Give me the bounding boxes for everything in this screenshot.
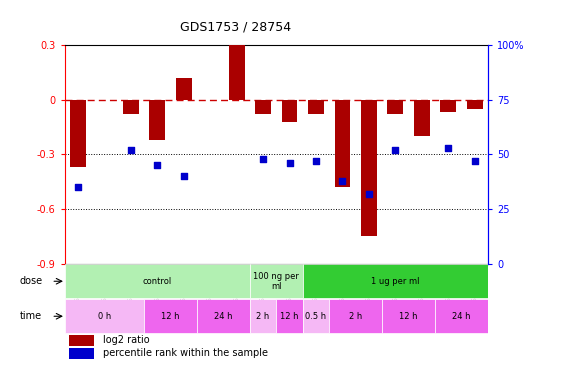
Point: [73, 184, 82, 190]
Bar: [303, 300, 329, 333]
Bar: [303, 264, 488, 298]
Bar: [65, 300, 144, 333]
Point: [285, 160, 294, 166]
Point: [470, 158, 479, 164]
Point: [126, 147, 135, 153]
Bar: [255, 100, 271, 114]
Bar: [440, 100, 456, 112]
Bar: [69, 348, 94, 358]
Bar: [334, 100, 351, 187]
Point: [153, 162, 162, 168]
Bar: [65, 264, 250, 298]
Bar: [308, 100, 324, 114]
Bar: [123, 100, 139, 114]
Text: dose: dose: [20, 276, 43, 286]
Bar: [149, 100, 165, 140]
Bar: [229, 45, 245, 100]
Text: 0 h: 0 h: [98, 312, 111, 321]
Text: 2 h: 2 h: [256, 312, 270, 321]
Text: control: control: [142, 277, 172, 286]
Bar: [435, 300, 488, 333]
Point: [259, 156, 268, 162]
Text: 24 h: 24 h: [452, 312, 471, 321]
Bar: [382, 300, 435, 333]
Text: time: time: [20, 311, 42, 321]
Point: [391, 147, 400, 153]
Text: 24 h: 24 h: [214, 312, 233, 321]
Text: log2 ratio: log2 ratio: [103, 335, 149, 345]
Bar: [250, 264, 303, 298]
Text: 100 ng per
ml: 100 ng per ml: [254, 272, 299, 291]
Bar: [176, 78, 191, 100]
Bar: [144, 300, 197, 333]
Bar: [329, 300, 382, 333]
Point: [179, 173, 188, 179]
Point: [444, 145, 453, 151]
Text: 12 h: 12 h: [280, 312, 299, 321]
Bar: [361, 100, 377, 236]
Bar: [250, 300, 276, 333]
Bar: [414, 100, 430, 136]
Point: [338, 178, 347, 184]
Text: GDS1753 / 28754: GDS1753 / 28754: [180, 21, 291, 34]
Bar: [70, 100, 86, 167]
Bar: [69, 335, 94, 345]
Text: 1 ug per ml: 1 ug per ml: [371, 277, 420, 286]
Point: [365, 191, 374, 197]
Text: 12 h: 12 h: [399, 312, 418, 321]
Text: percentile rank within the sample: percentile rank within the sample: [103, 348, 268, 358]
Text: 12 h: 12 h: [161, 312, 180, 321]
Text: 0.5 h: 0.5 h: [305, 312, 327, 321]
Bar: [388, 100, 403, 114]
Bar: [467, 100, 483, 109]
Point: [311, 158, 320, 164]
Text: 2 h: 2 h: [349, 312, 362, 321]
Bar: [276, 300, 303, 333]
Bar: [197, 300, 250, 333]
Bar: [282, 100, 297, 122]
